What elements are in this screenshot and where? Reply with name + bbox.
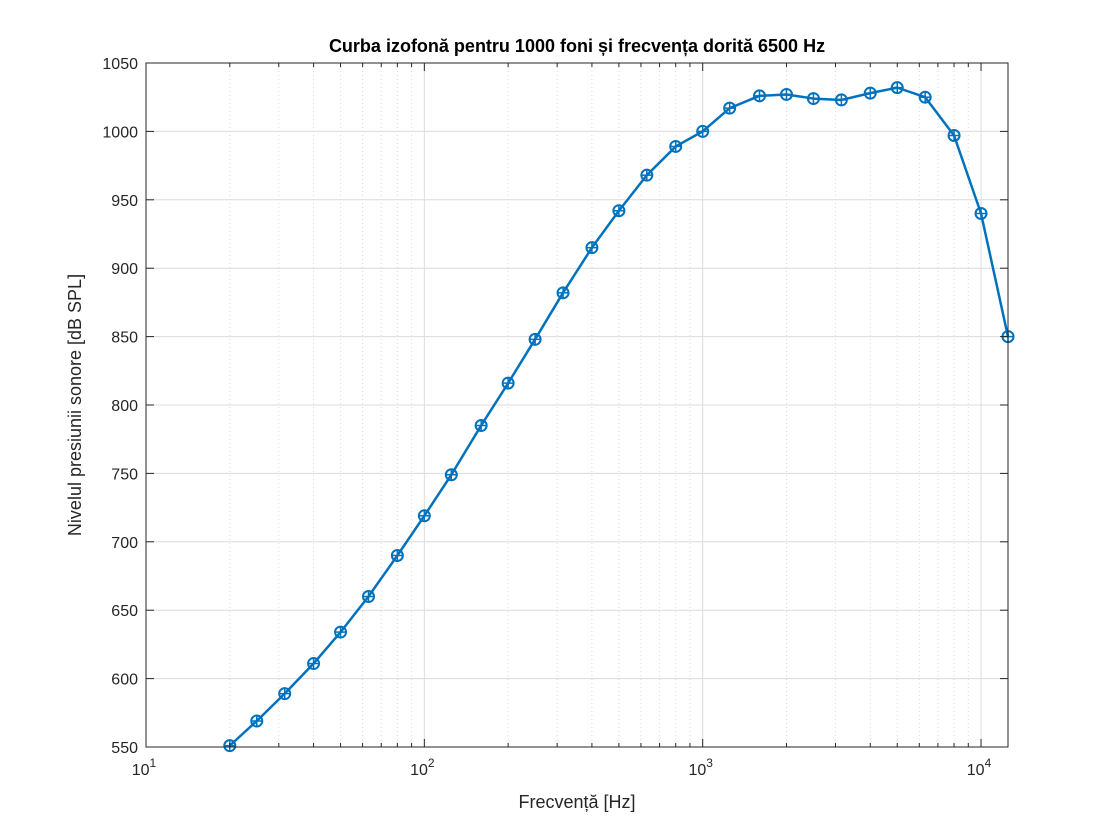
data-point-marker <box>390 548 404 562</box>
y-tick-label: 800 <box>111 398 138 415</box>
data-point-marker <box>612 204 626 218</box>
data-point-marker <box>752 89 766 103</box>
y-tick-label: 700 <box>111 535 138 552</box>
x-tick-label-exponent: 1 <box>150 756 157 770</box>
data-point-marker <box>474 419 488 433</box>
data-point-marker <box>890 81 904 95</box>
data-point-marker <box>640 168 654 182</box>
data-point-marker <box>779 87 793 101</box>
x-tick-label-base: 10 <box>132 762 150 779</box>
x-tick-label: 104 <box>967 756 992 779</box>
y-tick-label: 650 <box>111 603 138 620</box>
y-tick-label: 750 <box>111 466 138 483</box>
data-point-marker <box>361 590 375 604</box>
data-point-marker <box>278 687 292 701</box>
data-point-marker <box>863 86 877 100</box>
y-tick-label: 900 <box>111 261 138 278</box>
data-point-marker <box>834 93 848 107</box>
chart-title: Curba izofonă pentru 1000 foni și frecve… <box>329 36 825 56</box>
y-tick-label: 550 <box>111 740 138 757</box>
y-tick-label: 1050 <box>102 56 138 73</box>
y-tick-labels: 550 600 650 700 750 800 850 900 950 1000 1050 <box>102 56 138 757</box>
data-point-marker <box>417 509 431 523</box>
tick-marks <box>145 62 1008 748</box>
y-tick-label: 600 <box>111 672 138 689</box>
data-point-marker <box>696 124 710 138</box>
x-tick-label-exponent: 2 <box>428 756 435 770</box>
data-point-marker <box>947 129 961 143</box>
x-tick-label-exponent: 3 <box>706 756 713 770</box>
x-axis-title: Frecvență [Hz] <box>518 792 635 812</box>
x-tick-label-base: 10 <box>410 762 428 779</box>
data-point-marker <box>501 376 515 390</box>
data-point-marker <box>334 625 348 639</box>
data-point-marker <box>723 101 737 115</box>
data-point-marker <box>669 139 683 153</box>
x-tick-labels: 101 102 103 104 <box>132 756 992 779</box>
data-point-marker <box>250 714 264 728</box>
data-point-marker <box>918 90 932 104</box>
x-tick-label-base: 10 <box>967 762 985 779</box>
x-tick-label: 102 <box>410 756 435 779</box>
y-tick-label: 950 <box>111 193 138 210</box>
data-point-marker <box>528 332 542 346</box>
data-point-marker <box>307 657 321 671</box>
data-point-marker <box>444 468 458 482</box>
x-tick-label: 103 <box>688 756 713 779</box>
marker-layer <box>223 81 1015 753</box>
x-tick-label-exponent: 4 <box>985 756 992 770</box>
data-point-marker <box>585 241 599 255</box>
y-tick-label: 1000 <box>102 124 138 141</box>
data-point-marker <box>974 206 988 220</box>
y-axis-title: Nivelul presiunii sonore [dB SPL] <box>65 274 85 536</box>
y-tick-label: 850 <box>111 330 138 347</box>
data-point-marker <box>806 92 820 106</box>
data-point-marker <box>556 286 570 300</box>
x-tick-label-base: 10 <box>688 762 706 779</box>
x-tick-label: 101 <box>132 756 157 779</box>
